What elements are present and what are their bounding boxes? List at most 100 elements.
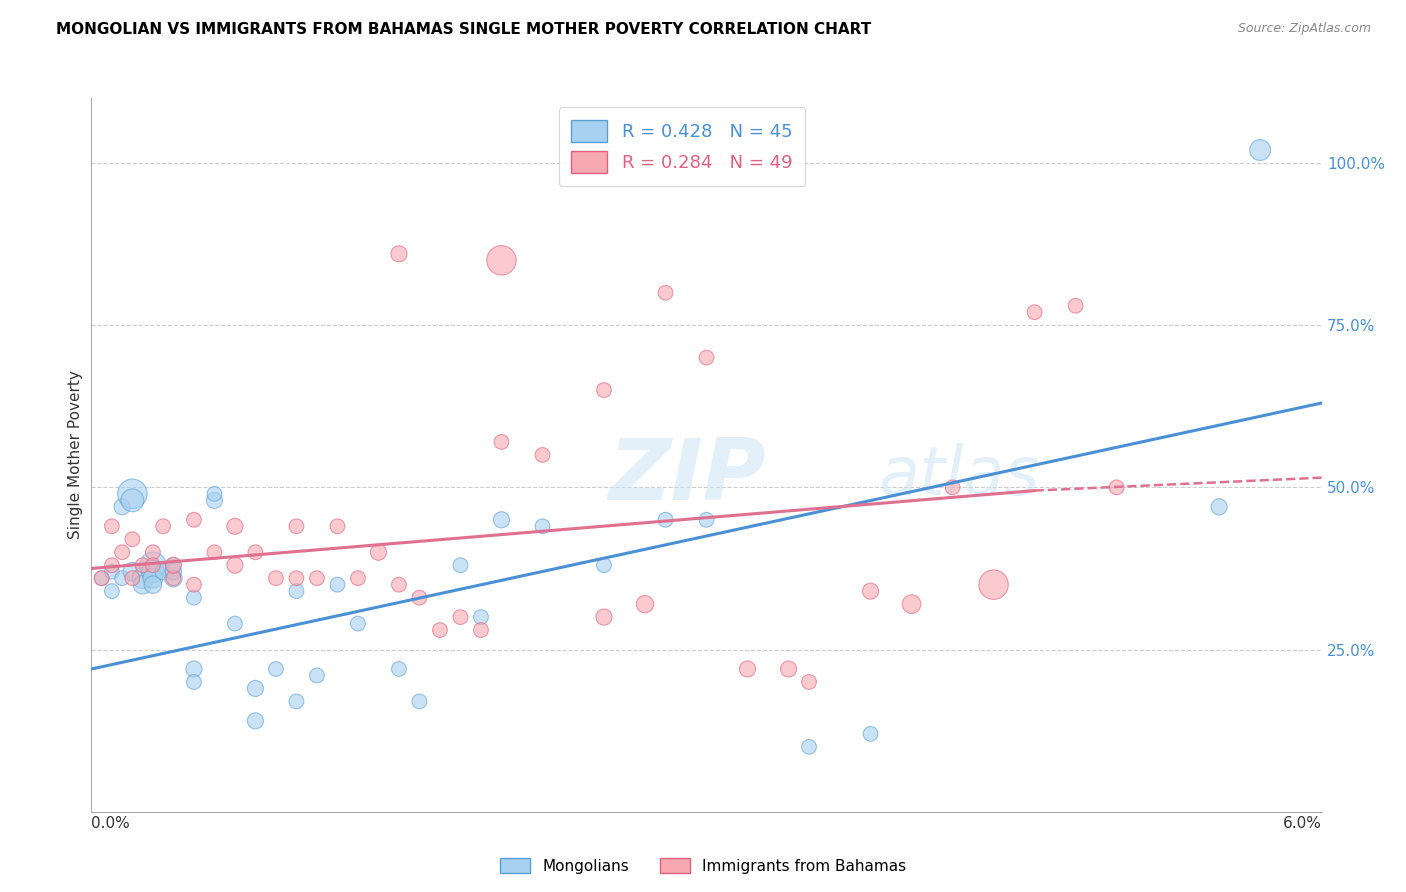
- Point: [111, 545, 134, 559]
- Point: [152, 519, 174, 533]
- Point: [531, 448, 554, 462]
- Point: [224, 616, 246, 631]
- Point: [111, 500, 134, 514]
- Point: [593, 558, 616, 573]
- Point: [695, 351, 717, 365]
- Point: [942, 480, 965, 494]
- Point: [121, 565, 143, 579]
- Point: [121, 533, 143, 547]
- Point: [654, 285, 676, 300]
- Point: [408, 591, 430, 605]
- Point: [491, 513, 513, 527]
- Point: [121, 493, 143, 508]
- Point: [285, 519, 308, 533]
- Point: [131, 571, 153, 585]
- Point: [491, 253, 513, 268]
- Point: [162, 571, 184, 585]
- Point: [408, 694, 430, 708]
- Point: [470, 623, 492, 637]
- Point: [347, 571, 370, 585]
- Point: [183, 591, 205, 605]
- Point: [695, 513, 717, 527]
- Point: [429, 623, 451, 637]
- Point: [142, 565, 165, 579]
- Text: Source: ZipAtlas.com: Source: ZipAtlas.com: [1237, 22, 1371, 36]
- Point: [162, 558, 184, 573]
- Text: ZIP: ZIP: [607, 434, 766, 518]
- Text: atlas: atlas: [879, 443, 1040, 509]
- Point: [131, 577, 153, 591]
- Point: [142, 571, 165, 585]
- Point: [654, 513, 676, 527]
- Point: [388, 577, 411, 591]
- Point: [305, 668, 328, 682]
- Point: [245, 714, 267, 728]
- Point: [183, 513, 205, 527]
- Point: [900, 597, 922, 611]
- Point: [305, 571, 328, 585]
- Point: [142, 545, 165, 559]
- Point: [183, 662, 205, 676]
- Point: [778, 662, 800, 676]
- Point: [449, 610, 471, 624]
- Point: [347, 616, 370, 631]
- Point: [142, 577, 165, 591]
- Point: [121, 571, 143, 585]
- Point: [121, 487, 143, 501]
- Point: [101, 584, 124, 599]
- Point: [1249, 143, 1271, 157]
- Point: [264, 571, 287, 585]
- Point: [737, 662, 759, 676]
- Point: [183, 675, 205, 690]
- Point: [245, 681, 267, 696]
- Point: [202, 487, 225, 501]
- Point: [224, 558, 246, 573]
- Point: [142, 558, 165, 573]
- Point: [90, 571, 112, 585]
- Point: [111, 571, 134, 585]
- Point: [531, 519, 554, 533]
- Point: [285, 571, 308, 585]
- Point: [470, 610, 492, 624]
- Point: [152, 565, 174, 579]
- Point: [388, 662, 411, 676]
- Point: [1105, 480, 1128, 494]
- Point: [797, 739, 820, 754]
- Point: [1064, 299, 1087, 313]
- Point: [202, 493, 225, 508]
- Point: [264, 662, 287, 676]
- Point: [162, 558, 184, 573]
- Point: [491, 434, 513, 449]
- Point: [90, 571, 112, 585]
- Point: [131, 558, 153, 573]
- Point: [1024, 305, 1046, 319]
- Point: [1208, 500, 1230, 514]
- Point: [285, 694, 308, 708]
- Text: MONGOLIAN VS IMMIGRANTS FROM BAHAMAS SINGLE MOTHER POVERTY CORRELATION CHART: MONGOLIAN VS IMMIGRANTS FROM BAHAMAS SIN…: [56, 22, 872, 37]
- Point: [101, 565, 124, 579]
- Point: [593, 610, 616, 624]
- Point: [162, 565, 184, 579]
- Point: [797, 675, 820, 690]
- Point: [326, 519, 349, 533]
- Text: 0.0%: 0.0%: [91, 816, 131, 831]
- Point: [859, 584, 882, 599]
- Point: [183, 577, 205, 591]
- Point: [859, 727, 882, 741]
- Point: [202, 545, 225, 559]
- Legend: R = 0.428   N = 45, R = 0.284   N = 49: R = 0.428 N = 45, R = 0.284 N = 49: [558, 107, 806, 186]
- Text: 6.0%: 6.0%: [1282, 816, 1322, 831]
- Point: [162, 571, 184, 585]
- Y-axis label: Single Mother Poverty: Single Mother Poverty: [67, 370, 83, 540]
- Point: [388, 247, 411, 261]
- Legend: Mongolians, Immigrants from Bahamas: Mongolians, Immigrants from Bahamas: [494, 852, 912, 880]
- Point: [593, 383, 616, 397]
- Point: [326, 577, 349, 591]
- Point: [245, 545, 267, 559]
- Point: [449, 558, 471, 573]
- Point: [983, 577, 1005, 591]
- Point: [367, 545, 389, 559]
- Point: [101, 558, 124, 573]
- Point: [634, 597, 657, 611]
- Point: [142, 558, 165, 573]
